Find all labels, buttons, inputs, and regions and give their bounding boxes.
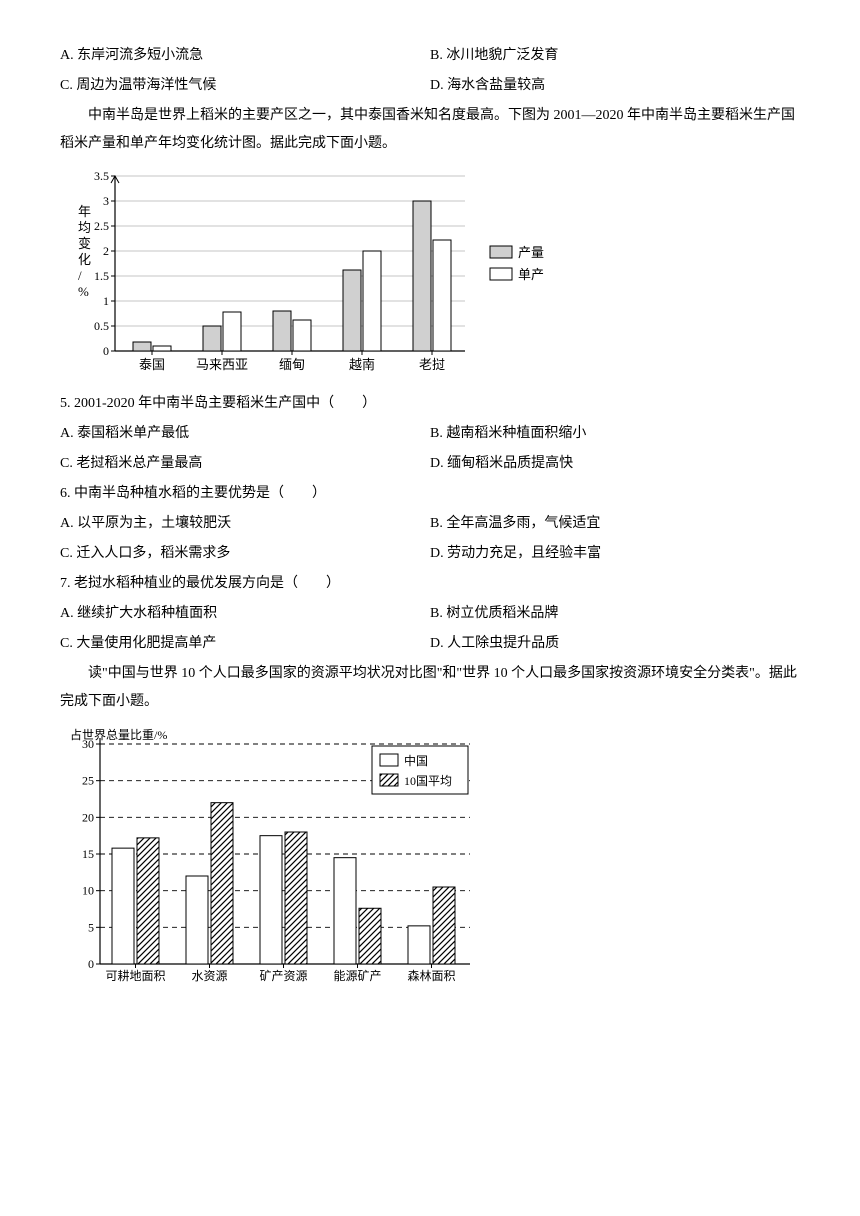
svg-text:占世界总量比重/%: 占世界总量比重/% — [70, 727, 167, 742]
svg-text:均: 均 — [78, 220, 91, 235]
option-prev-c: C. 周边为温带海洋性气候 — [60, 72, 430, 100]
svg-text:25: 25 — [82, 774, 94, 788]
q6-stem: 6. 中南半岛种植水稻的主要优势是（ ） — [60, 480, 800, 508]
q7-option-a: A. 继续扩大水稻种植面积 — [60, 600, 430, 628]
svg-text:0: 0 — [88, 957, 94, 971]
svg-text:10国平均: 10国平均 — [404, 774, 452, 788]
q7-row1: A. 继续扩大水稻种植面积 B. 树立优质稻米品牌 — [60, 600, 800, 628]
svg-text:缅甸: 缅甸 — [279, 357, 305, 372]
chart-rice: 0 0.5 1 1.5 2 2.5 3 3.5 年均变化/% 泰国 马来西亚 缅甸 越南 老挝 产量单产 — [60, 166, 800, 386]
intro-paragraph-1: 中南半岛是世界上稻米的主要产区之一，其中泰国香米知名度最高。下图为 2001—2… — [60, 102, 800, 158]
svg-text:泰国: 泰国 — [139, 357, 165, 372]
svg-text:老挝: 老挝 — [419, 357, 445, 372]
svg-text:产量: 产量 — [518, 245, 544, 260]
q6-option-d: D. 劳动力充足，且经验丰富 — [430, 540, 800, 568]
svg-text:10: 10 — [82, 884, 94, 898]
q5-option-b: B. 越南稻米种植面积缩小 — [430, 420, 800, 448]
q7-option-c: C. 大量使用化肥提高单产 — [60, 630, 430, 658]
q7-option-b: B. 树立优质稻米品牌 — [430, 600, 800, 628]
option-prev-b: B. 冰川地貌广泛发育 — [430, 42, 800, 70]
q5-option-a: A. 泰国稻米单产最低 — [60, 420, 430, 448]
svg-text:3: 3 — [103, 194, 109, 208]
intro-paragraph-2: 读"中国与世界 10 个人口最多国家的资源平均状况对比图"和"世界 10 个人口… — [60, 660, 800, 716]
q5-row1: A. 泰国稻米单产最低 B. 越南稻米种植面积缩小 — [60, 420, 800, 448]
svg-text:矿产资源: 矿产资源 — [259, 969, 307, 983]
svg-text:%: % — [78, 284, 89, 299]
q5-row2: C. 老挝稻米总产量最高 D. 缅甸稻米品质提高快 — [60, 450, 800, 478]
svg-text:化: 化 — [78, 252, 91, 267]
option-prev-a: A. 东岸河流多短小流急 — [60, 42, 430, 70]
svg-text:1.5: 1.5 — [94, 269, 109, 283]
q7-row2: C. 大量使用化肥提高单产 D. 人工除虫提升品质 — [60, 630, 800, 658]
svg-text:20: 20 — [82, 810, 94, 824]
svg-text:2: 2 — [103, 244, 109, 258]
q6-option-c: C. 迁入人口多，稻米需求多 — [60, 540, 430, 568]
q7-stem: 7. 老挝水稻种植业的最优发展方向是（ ） — [60, 570, 800, 598]
svg-text:中国: 中国 — [404, 753, 428, 768]
q5-stem: 5. 2001-2020 年中南半岛主要稻米生产国中（ ） — [60, 390, 800, 418]
svg-text:年: 年 — [78, 204, 91, 219]
svg-text:越南: 越南 — [349, 357, 375, 372]
q6-row2: C. 迁入人口多，稻米需求多 D. 劳动力充足，且经验丰富 — [60, 540, 800, 568]
svg-text:马来西亚: 马来西亚 — [196, 357, 248, 372]
svg-text:0: 0 — [103, 344, 109, 358]
chart-resources-svg: 051015202530占世界总量比重/%可耕地面积水资源矿产资源能源矿产森林面… — [60, 724, 520, 999]
svg-text:可耕地面积: 可耕地面积 — [105, 968, 165, 983]
svg-text:0.5: 0.5 — [94, 319, 109, 333]
q5-option-d: D. 缅甸稻米品质提高快 — [430, 450, 800, 478]
svg-text:1: 1 — [103, 294, 109, 308]
options-row-prev-1: A. 东岸河流多短小流急 B. 冰川地貌广泛发育 — [60, 42, 800, 70]
svg-text:5: 5 — [88, 920, 94, 934]
svg-text:森林面积: 森林面积 — [407, 968, 455, 983]
svg-text:水资源: 水资源 — [191, 969, 227, 983]
svg-text:能源矿产: 能源矿产 — [333, 969, 381, 983]
svg-text:3.5: 3.5 — [94, 169, 109, 183]
chart-rice-svg: 0 0.5 1 1.5 2 2.5 3 3.5 年均变化/% 泰国 马来西亚 缅甸 越南 老挝 产量单产 — [60, 166, 620, 386]
svg-text:/: / — [78, 268, 82, 283]
svg-text:单产: 单产 — [518, 267, 544, 282]
svg-text:15: 15 — [82, 847, 94, 861]
q5-option-c: C. 老挝稻米总产量最高 — [60, 450, 430, 478]
svg-text:2.5: 2.5 — [94, 219, 109, 233]
q6-option-b: B. 全年高温多雨，气候适宜 — [430, 510, 800, 538]
svg-text:变: 变 — [78, 236, 91, 251]
q7-option-d: D. 人工除虫提升品质 — [430, 630, 800, 658]
options-row-prev-2: C. 周边为温带海洋性气候 D. 海水含盐量较高 — [60, 72, 800, 100]
option-prev-d: D. 海水含盐量较高 — [430, 72, 800, 100]
q6-row1: A. 以平原为主，土壤较肥沃 B. 全年高温多雨，气候适宜 — [60, 510, 800, 538]
chart-resources: 051015202530占世界总量比重/%可耕地面积水资源矿产资源能源矿产森林面… — [60, 724, 800, 999]
q6-option-a: A. 以平原为主，土壤较肥沃 — [60, 510, 430, 538]
